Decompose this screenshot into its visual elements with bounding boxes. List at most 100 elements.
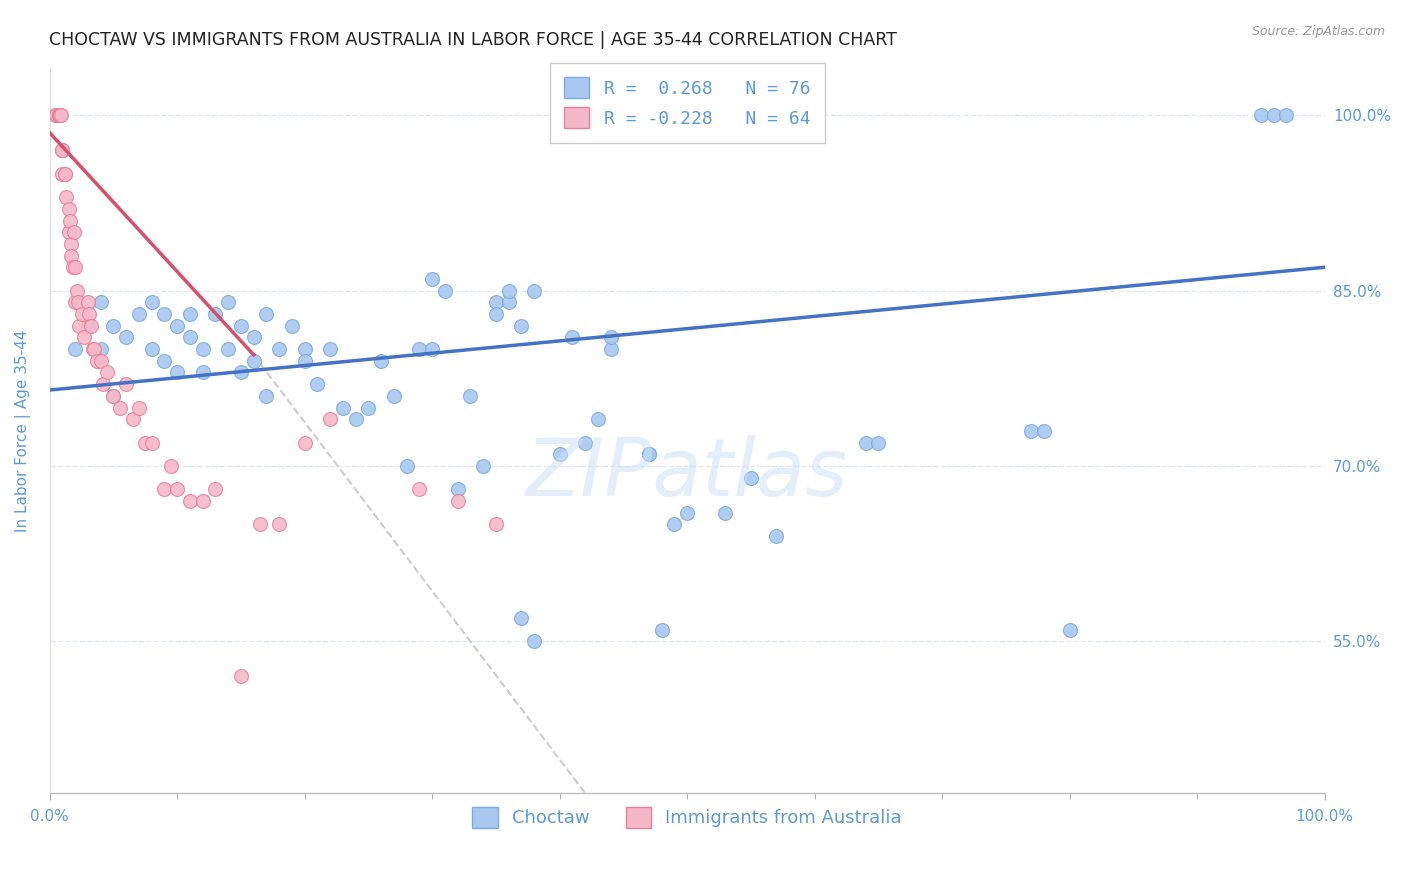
Point (242, 353, 264, 368)
Point (70, 307, 93, 321)
Point (115, 330, 138, 344)
Point (191, 342, 214, 356)
Point (510, 611, 533, 625)
Point (65, 284, 87, 298)
Point (77, 307, 100, 321)
Point (134, 435, 156, 450)
Text: ZIPatlas: ZIPatlas (526, 435, 848, 514)
Point (1263, 108, 1285, 122)
Point (1021, 424, 1043, 438)
Point (83, 342, 105, 356)
Point (51, 108, 73, 122)
Point (166, 318, 188, 333)
Point (141, 435, 163, 450)
Point (45, 108, 67, 122)
Point (77, 295, 100, 310)
Point (382, 389, 405, 403)
Text: Source: ZipAtlas.com: Source: ZipAtlas.com (1251, 25, 1385, 38)
Point (408, 342, 430, 356)
Point (191, 494, 214, 508)
Point (651, 623, 673, 637)
Point (141, 295, 163, 310)
Point (269, 517, 291, 532)
Point (48, 108, 70, 122)
Point (115, 377, 138, 392)
Point (49, 108, 72, 122)
Point (166, 483, 188, 497)
Point (166, 366, 188, 380)
Point (229, 366, 252, 380)
Point (868, 435, 890, 450)
Point (65, 295, 87, 310)
Point (91, 377, 114, 392)
Point (204, 483, 226, 497)
Point (51, 144, 73, 158)
Point (574, 435, 596, 450)
Point (141, 342, 163, 356)
Point (460, 389, 482, 403)
Point (217, 342, 239, 356)
Point (160, 458, 183, 473)
Point (103, 318, 125, 333)
Point (191, 366, 214, 380)
Point (96, 366, 118, 380)
Point (79, 318, 101, 333)
Point (229, 318, 252, 333)
Point (319, 342, 342, 356)
Point (242, 330, 264, 344)
Point (332, 401, 354, 415)
Point (90, 342, 112, 356)
Point (103, 389, 125, 403)
Point (1059, 623, 1081, 637)
Point (45, 108, 67, 122)
Point (204, 307, 226, 321)
Point (128, 307, 150, 321)
Point (153, 483, 176, 497)
Point (307, 377, 329, 392)
Point (638, 447, 661, 461)
Point (498, 284, 520, 298)
Point (408, 483, 430, 497)
Point (90, 295, 112, 310)
Point (269, 342, 291, 356)
Point (108, 401, 131, 415)
Point (1033, 424, 1056, 438)
Point (77, 318, 100, 333)
Point (62, 260, 84, 275)
Point (63, 225, 86, 239)
Point (217, 295, 239, 310)
Point (344, 412, 367, 426)
Point (45, 108, 67, 122)
Point (294, 435, 316, 450)
Point (153, 353, 176, 368)
Point (48, 108, 70, 122)
Legend: Choctaw, Immigrants from Australia: Choctaw, Immigrants from Australia (465, 800, 910, 835)
Point (179, 494, 201, 508)
Point (128, 401, 150, 415)
Point (714, 506, 737, 520)
Point (53, 167, 76, 181)
Point (256, 307, 278, 321)
Point (60, 236, 83, 251)
Point (523, 634, 546, 648)
Point (55, 190, 77, 204)
Point (60, 249, 83, 263)
Point (447, 494, 470, 508)
Point (86, 353, 108, 368)
Point (420, 342, 443, 356)
Point (53, 167, 76, 181)
Point (294, 353, 316, 368)
Point (319, 412, 342, 426)
Point (765, 529, 787, 543)
Point (65, 342, 87, 356)
Point (586, 412, 609, 426)
Point (599, 330, 621, 344)
Point (485, 295, 508, 310)
Point (433, 284, 456, 298)
Point (485, 517, 508, 532)
Point (294, 342, 316, 356)
Point (395, 458, 418, 473)
Point (740, 471, 762, 485)
Point (48, 108, 70, 122)
Point (58, 225, 80, 239)
